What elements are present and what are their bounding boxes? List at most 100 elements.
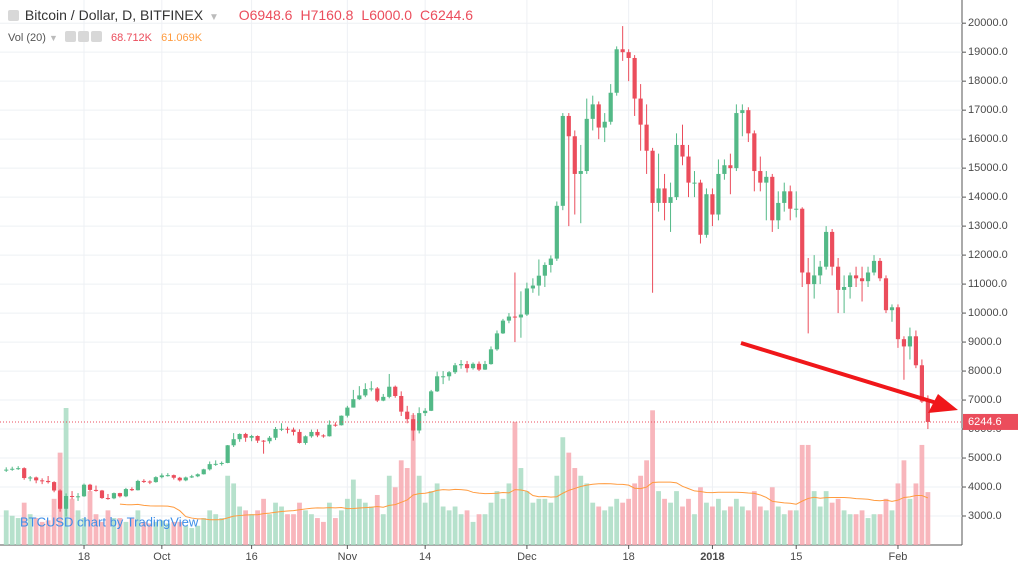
candle-body (883, 278, 889, 311)
volume-bar (87, 491, 93, 545)
volume-bar (297, 502, 302, 545)
volume-bar (285, 514, 290, 545)
ohlc-values: O6948.6 H7160.8 L6000.0 C6244.6 (239, 7, 481, 23)
candle-body (602, 121, 607, 128)
candle-body (69, 496, 75, 498)
y-tick-label: 9000.0 (968, 336, 1002, 348)
volume-bar (895, 483, 901, 545)
y-tick-label: 15000.0 (968, 162, 1008, 174)
volume-bar (865, 518, 871, 545)
volume-bar (548, 502, 554, 545)
volume-bar (332, 518, 338, 545)
candle-body (638, 98, 643, 125)
volume-bar (39, 521, 45, 545)
candle-body (614, 49, 619, 93)
visibility-icon[interactable] (64, 31, 76, 42)
candle-body (530, 285, 535, 289)
candle-body (800, 208, 805, 273)
volume-bar (769, 487, 775, 545)
candle-body (447, 372, 452, 377)
volume-bar (811, 491, 817, 545)
candle-body (859, 278, 865, 282)
candle-body (830, 231, 835, 267)
settings-icon[interactable] (77, 31, 89, 42)
volume-bar (213, 514, 219, 545)
dropdown-arrow[interactable]: ▼ (48, 33, 58, 43)
volume-bar (177, 521, 183, 545)
volume-bar (75, 510, 81, 545)
volume-bar (141, 521, 147, 545)
volume-name: Vol (20) (8, 32, 46, 44)
y-tick-label: 12000.0 (968, 249, 1008, 261)
dropdown-arrow[interactable]: ▼ (208, 12, 219, 23)
volume-bar (620, 502, 626, 545)
volume-bar (817, 506, 823, 545)
volume-bar (590, 502, 596, 545)
candle-body (464, 364, 470, 369)
remove-icon[interactable] (90, 31, 102, 42)
volume-value: 68.712K (111, 32, 153, 44)
volume-bar (841, 510, 847, 545)
candle-body (668, 197, 673, 203)
y-tick-label: 18000.0 (968, 75, 1008, 87)
y-tick-label: 20000.0 (968, 17, 1008, 29)
candle-body (237, 433, 242, 440)
volume-bar (512, 421, 518, 545)
candle-body (871, 260, 877, 273)
candle-body (889, 307, 895, 311)
y-tick-label: 8000.0 (968, 365, 1002, 377)
ohlc-key: L (361, 7, 370, 23)
volume-bar (93, 514, 99, 545)
candle-body (734, 113, 739, 169)
candle-body (500, 320, 506, 334)
candle-body (117, 493, 123, 497)
volume-pane (3, 408, 931, 545)
candle-body (722, 165, 727, 174)
symbol-legend: Bitcoin / Dollar, D, BITFINEX ▼ O6948.6 H… (8, 7, 483, 23)
collapse-icon[interactable] (8, 10, 19, 21)
volume-bar (656, 491, 661, 545)
volume-bar (566, 452, 572, 545)
y-tick-label: 10000.0 (968, 307, 1008, 319)
candle-body (81, 484, 87, 497)
candle-body (536, 275, 541, 286)
volume-bar (835, 498, 841, 545)
y-tick-label: 7000.0 (968, 394, 1002, 406)
volume-bar (231, 483, 237, 545)
volume-bar (488, 502, 494, 545)
candle-body (129, 489, 135, 491)
candle-body (620, 49, 625, 53)
candle-body (728, 165, 733, 169)
volume-bar (596, 506, 602, 545)
candle-body (907, 336, 913, 347)
volume-bar (704, 502, 709, 545)
y-tick-label: 5000.0 (968, 452, 1002, 464)
candle-body (596, 104, 601, 128)
volume-bar (129, 518, 135, 545)
volume-bar (692, 514, 697, 545)
candle-body (710, 194, 715, 215)
volume-bar (674, 491, 679, 545)
volume-bar (608, 506, 614, 545)
volume-bar (482, 514, 488, 545)
volume-bar (446, 510, 452, 545)
volume-bar (919, 444, 925, 545)
candle-body (46, 480, 51, 483)
candle-body (393, 386, 398, 396)
volume-bar (189, 528, 195, 545)
candle-body (704, 194, 709, 235)
candle-body (333, 424, 338, 426)
volume-bar (368, 506, 374, 545)
candle-body (357, 395, 362, 400)
candle-body (40, 480, 45, 482)
volume-bar (15, 518, 21, 545)
candle-body (369, 388, 374, 390)
volume-bar (422, 502, 428, 545)
volume-bar (111, 518, 117, 545)
candle-body (782, 191, 787, 203)
volume-bar (638, 475, 644, 545)
candle-body (339, 415, 344, 426)
candle-body (776, 202, 781, 221)
candle-body (806, 272, 811, 285)
candle-body (608, 92, 613, 122)
